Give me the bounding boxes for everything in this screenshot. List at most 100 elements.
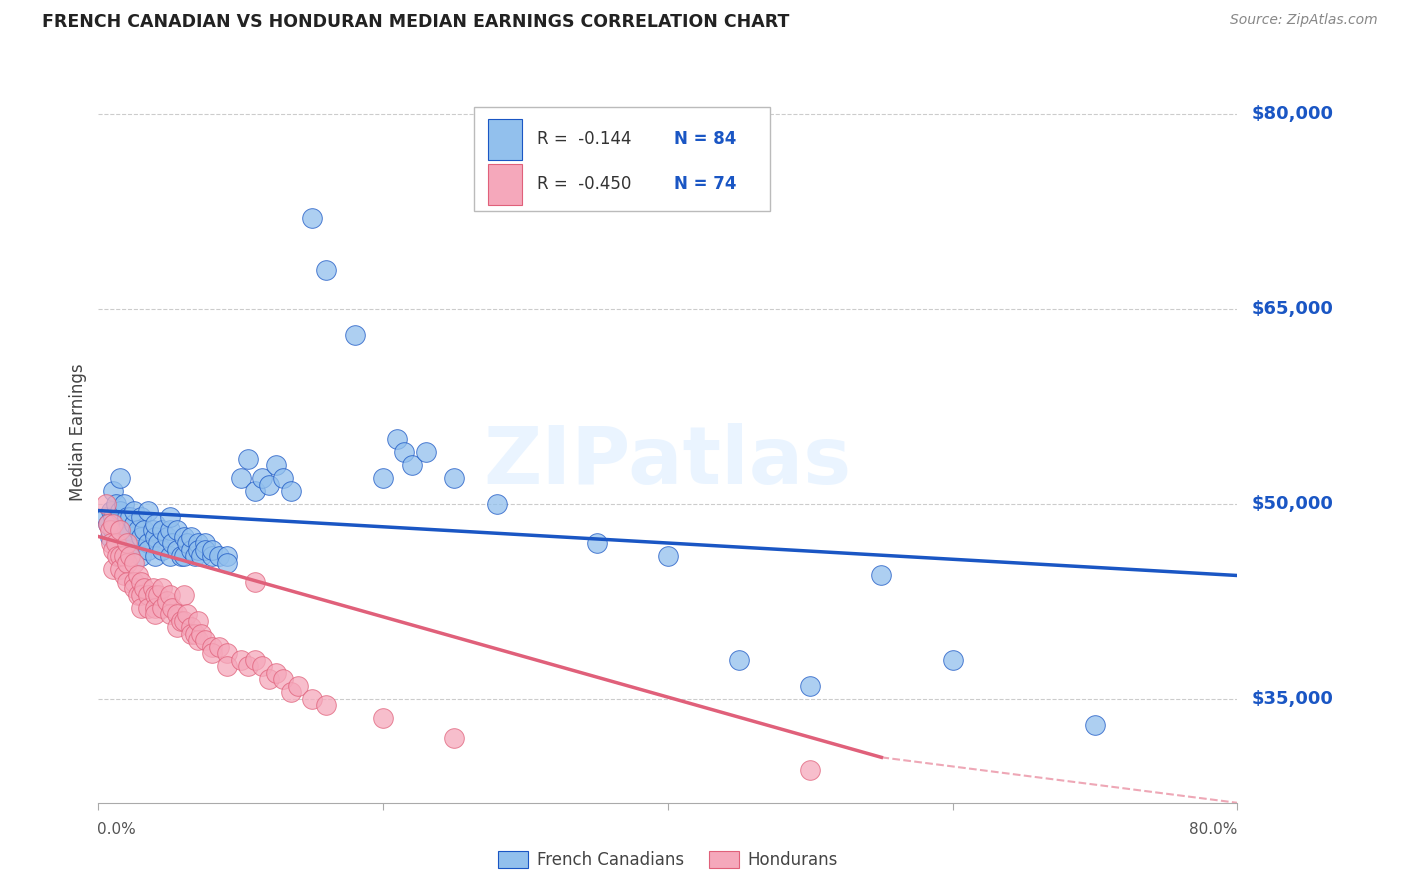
Point (152, 542, 174, 557)
Point (208, 549, 231, 563)
Point (170, 614, 193, 628)
Point (148, 536, 170, 550)
Point (129, 549, 152, 563)
Point (173, 588, 195, 602)
Point (173, 549, 195, 563)
Point (159, 607, 181, 622)
Point (145, 529, 167, 543)
Point (180, 620, 202, 634)
Point (315, 263, 337, 277)
Text: N = 74: N = 74 (673, 176, 737, 194)
Point (136, 536, 159, 550)
Point (141, 582, 163, 596)
Point (145, 549, 167, 563)
Point (105, 536, 128, 550)
Point (266, 665, 288, 680)
Point (187, 536, 209, 550)
Point (190, 549, 212, 563)
Point (259, 673, 281, 687)
Point (159, 510, 181, 524)
Point (162, 601, 184, 615)
Point (159, 549, 181, 563)
Point (108, 549, 131, 563)
Point (115, 556, 138, 570)
FancyBboxPatch shape (488, 119, 522, 160)
Text: ZIPatlas: ZIPatlas (484, 423, 852, 501)
Point (101, 562, 124, 576)
Point (208, 640, 231, 654)
Text: N = 84: N = 84 (673, 130, 735, 148)
Point (184, 549, 207, 563)
Point (141, 523, 163, 537)
Point (287, 679, 309, 693)
Point (187, 542, 209, 557)
Point (176, 536, 198, 550)
Point (215, 659, 238, 673)
Point (301, 692, 323, 706)
Point (273, 471, 295, 485)
Point (136, 601, 159, 615)
Point (105, 549, 128, 563)
Point (156, 529, 179, 543)
Point (187, 633, 209, 648)
Text: R =  -0.450: R = -0.450 (537, 176, 631, 194)
Legend: French Canadians, Hondurans: French Canadians, Hondurans (492, 845, 844, 876)
Point (187, 614, 209, 628)
Point (315, 698, 337, 713)
Point (215, 556, 238, 570)
Point (101, 484, 124, 499)
Point (122, 516, 145, 531)
Point (799, 679, 821, 693)
Point (215, 647, 238, 661)
Point (201, 542, 224, 557)
Point (104, 497, 127, 511)
Point (108, 523, 131, 537)
Point (101, 510, 124, 524)
Point (184, 627, 207, 641)
Text: $50,000: $50,000 (1251, 495, 1333, 513)
Point (145, 588, 167, 602)
Point (415, 445, 437, 459)
Point (243, 653, 266, 667)
Point (129, 574, 152, 589)
Point (870, 568, 893, 582)
Point (136, 542, 159, 557)
Point (243, 574, 266, 589)
Point (173, 614, 195, 628)
Text: $80,000: $80,000 (1251, 105, 1333, 123)
Point (266, 458, 288, 472)
Point (201, 549, 224, 563)
Point (166, 523, 188, 537)
Point (394, 445, 416, 459)
Text: $35,000: $35,000 (1251, 690, 1333, 708)
Point (180, 529, 202, 543)
Point (122, 574, 145, 589)
Point (443, 471, 465, 485)
Point (115, 510, 138, 524)
Point (97, 516, 120, 531)
FancyBboxPatch shape (474, 107, 770, 211)
Point (194, 542, 217, 557)
Point (122, 556, 145, 570)
Point (201, 647, 224, 661)
Point (108, 471, 131, 485)
Point (657, 549, 679, 563)
Point (156, 594, 179, 608)
Point (115, 574, 138, 589)
Text: 0.0%: 0.0% (97, 822, 136, 838)
Point (94, 510, 117, 524)
Point (1084, 718, 1107, 732)
Point (159, 588, 181, 602)
Text: $65,000: $65,000 (1251, 301, 1333, 318)
Point (127, 523, 149, 537)
Text: 80.0%: 80.0% (1189, 822, 1237, 838)
Point (280, 484, 302, 499)
Point (94, 497, 117, 511)
Point (108, 562, 131, 576)
Point (301, 211, 323, 226)
Point (194, 633, 217, 648)
Point (129, 529, 152, 543)
Text: R =  -0.144: R = -0.144 (537, 130, 631, 148)
Point (250, 471, 273, 485)
Point (387, 432, 409, 446)
